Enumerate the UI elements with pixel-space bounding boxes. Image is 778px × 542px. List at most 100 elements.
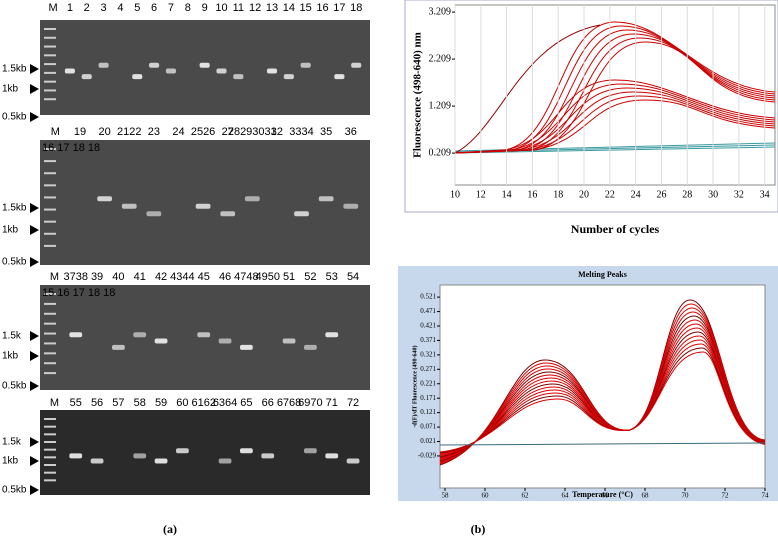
lane-label: 46 <box>219 271 231 283</box>
lane-label: 36 <box>345 126 357 138</box>
lane-label: 41 <box>134 271 146 283</box>
marker-arrow <box>30 456 39 466</box>
lane-label: 10 <box>215 2 227 14</box>
x-tick-label: 72 <box>722 492 730 500</box>
marker-arrow <box>30 381 39 391</box>
ladder-band <box>44 184 56 187</box>
size-marker: 0.5kb <box>2 485 27 496</box>
x-tick-label: 16 <box>527 189 537 200</box>
dna-band <box>334 74 345 80</box>
dna-band <box>112 344 125 350</box>
lane-label: 57 <box>112 397 124 409</box>
lane-label: 18 <box>350 2 362 14</box>
ladder-band <box>44 160 56 163</box>
ladder-band <box>44 54 56 57</box>
dna-band <box>165 68 176 74</box>
size-marker: 1.5k <box>2 437 22 448</box>
y-tick-label: 0.521 <box>420 293 436 301</box>
lane-label: 2 <box>84 2 90 14</box>
ladder-band <box>44 148 56 150</box>
ladder-band <box>44 196 56 199</box>
amplification-curve <box>454 83 776 154</box>
dna-band <box>266 68 278 74</box>
lane-label: 58 <box>134 397 146 409</box>
y-tick-label: 0.371 <box>420 336 436 344</box>
size-marker: 1kb <box>2 351 19 362</box>
amplification-curve <box>454 37 776 154</box>
baseline-curve <box>454 146 776 154</box>
lane-label: 20 <box>98 126 110 138</box>
dna-band <box>81 74 92 80</box>
lane-label: 28293031 <box>228 126 277 138</box>
ladder-band <box>44 71 56 74</box>
lane-label: 51 <box>283 271 295 283</box>
y-tick-label: 0.321 <box>420 350 436 358</box>
x-tick-label: 22 <box>605 189 615 200</box>
lane-label: 6162 <box>191 397 215 409</box>
lane-label: 19 <box>74 126 86 138</box>
lane-label: 17 <box>333 2 345 14</box>
dna-band <box>233 74 244 80</box>
lane-label: 52 <box>304 271 316 283</box>
dna-band <box>195 203 211 209</box>
ladder-band <box>44 342 56 345</box>
lane-label: 60 <box>176 397 188 409</box>
dna-band <box>69 332 83 338</box>
x-tick-label: 58 <box>442 492 450 500</box>
dna-band <box>346 458 360 464</box>
y-axis-label: Fluorescence (498-640) nm <box>412 32 424 158</box>
dna-band <box>240 344 253 350</box>
lane-label: 16 <box>316 2 328 14</box>
lane-label: 16 17 18 18 <box>42 142 100 154</box>
x-tick-label: 32 <box>734 189 744 200</box>
y-tick-label: 0.071 <box>420 423 436 431</box>
amplification-curves <box>454 21 776 154</box>
ladder-band <box>44 36 56 39</box>
lane-label: 2526 <box>191 126 215 138</box>
dna-band <box>97 196 112 202</box>
dna-band <box>197 332 211 338</box>
lane-label: 23 <box>148 126 160 138</box>
marker-arrow <box>30 331 39 341</box>
ladder-band <box>44 28 56 30</box>
lane-label: 7 <box>168 2 174 14</box>
marker-arrow <box>30 437 39 447</box>
x-tick-label: 26 <box>656 189 666 200</box>
dna-band <box>98 62 109 68</box>
ladder-band <box>44 352 56 355</box>
ladder-band <box>44 45 56 48</box>
dna-band <box>325 332 339 338</box>
lane-label: 6364 <box>213 397 237 409</box>
melting-curve <box>439 351 766 453</box>
ladder-band <box>44 448 56 451</box>
dna-band <box>69 453 83 459</box>
amplification-curve <box>454 24 601 154</box>
dna-band <box>318 196 334 202</box>
x-tick-label: 66 <box>602 492 610 500</box>
lane-label: M <box>50 397 59 409</box>
chart-title: Melting Peaks <box>578 270 627 279</box>
ladder-band <box>44 89 56 92</box>
y-tick-label: 0.471 <box>420 307 436 315</box>
lane-label: 15 16 17 18 18 <box>42 287 115 299</box>
size-marker: 0.5kb <box>2 381 27 392</box>
dna-band <box>304 344 317 350</box>
size-marker: 1kb <box>2 225 19 236</box>
lane-label: 6 <box>151 2 157 14</box>
lane-label: 4344 <box>170 271 194 283</box>
ladder-band <box>44 98 56 101</box>
gel <box>40 285 370 390</box>
x-axis-label: Number of cycles <box>571 222 660 236</box>
lane-label: 13 <box>266 2 278 14</box>
ladder-band <box>44 433 56 436</box>
dna-band <box>294 211 309 217</box>
lane-label: 4 <box>117 2 123 14</box>
amplification-curve <box>454 99 776 154</box>
lane-label: 11 <box>233 2 244 14</box>
lane-label: 45 <box>198 271 210 283</box>
x-tick-label: 24 <box>631 189 641 200</box>
ladder-band <box>44 244 56 247</box>
marker-arrow <box>30 64 39 74</box>
dna-band <box>304 448 317 454</box>
